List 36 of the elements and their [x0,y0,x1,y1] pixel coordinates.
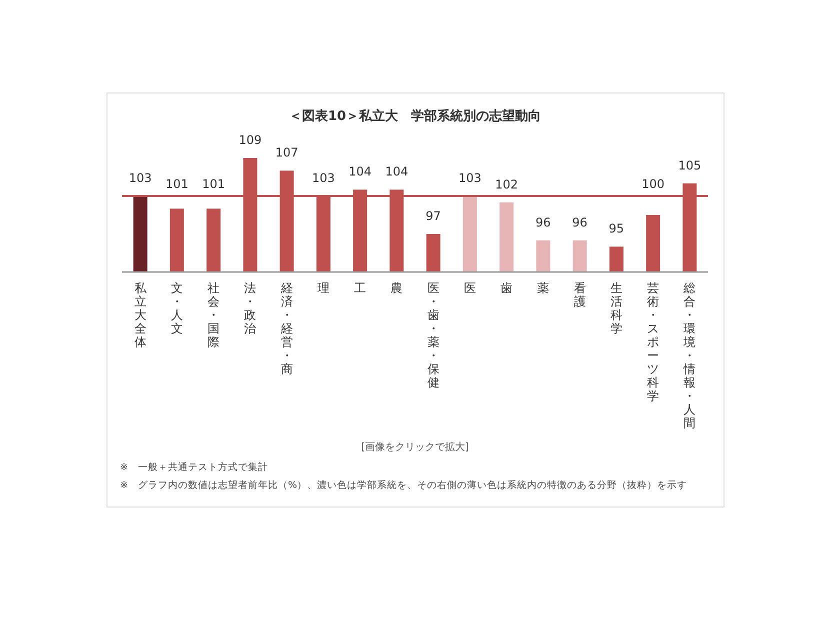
data-label: 97 [426,209,441,223]
data-label: 101 [202,177,226,191]
data-label: 105 [678,158,702,172]
data-label: 96 [536,215,551,230]
x-tick-label: 医 [464,281,476,295]
x-tick-label: 医・歯・薬・保健 [427,281,440,390]
data-label: 104 [385,164,408,179]
data-label: 103 [312,171,335,185]
text: ※ グラフ内の数値は志望者前年比（%）、濃い色は学部系統を、その右側の薄い色は系統内の特徴のある分野（抜粋）を示す [120,479,687,491]
text: ※ 一般＋共通テスト方式で集計 [120,461,268,473]
data-label: 103 [128,171,152,185]
x-tick-label: 薬 [537,281,550,295]
data-label: 102 [495,177,518,192]
x-tick-label: 農 [390,281,403,295]
data-label: 100 [642,177,665,191]
data-label: 96 [572,215,588,230]
data-label: 103 [458,171,482,185]
x-tick-label: 文・人文 [170,281,183,336]
x-tick-label: 法・政治 [244,281,256,336]
x-tick-label: 経済・経営・商 [280,281,293,376]
x-tick-label: 社会・国際 [208,281,220,349]
x-tick-label: 歯 [500,281,513,295]
x-tick-label: 看護 [574,281,586,308]
data-label: 109 [238,133,262,147]
text: [画像をクリックで拡大] [361,441,469,453]
x-tick-label: 理 [317,281,330,295]
x-tick-label: 生活科学 [610,281,622,336]
data-label: 104 [348,164,372,179]
x-tick-label: 私立大全体 [134,281,148,349]
x-tick-label: 工 [354,281,366,295]
category-label: 芸術・スポーツ科学 [647,281,660,403]
data-label: 101 [165,177,188,191]
chart-title: ＜図表10＞私立大 学部系統別の志望動向 [288,108,542,124]
data-label: 95 [608,222,624,236]
category-label: 総合・環境・情報・人間 [684,281,696,430]
data-label: 107 [275,146,298,160]
